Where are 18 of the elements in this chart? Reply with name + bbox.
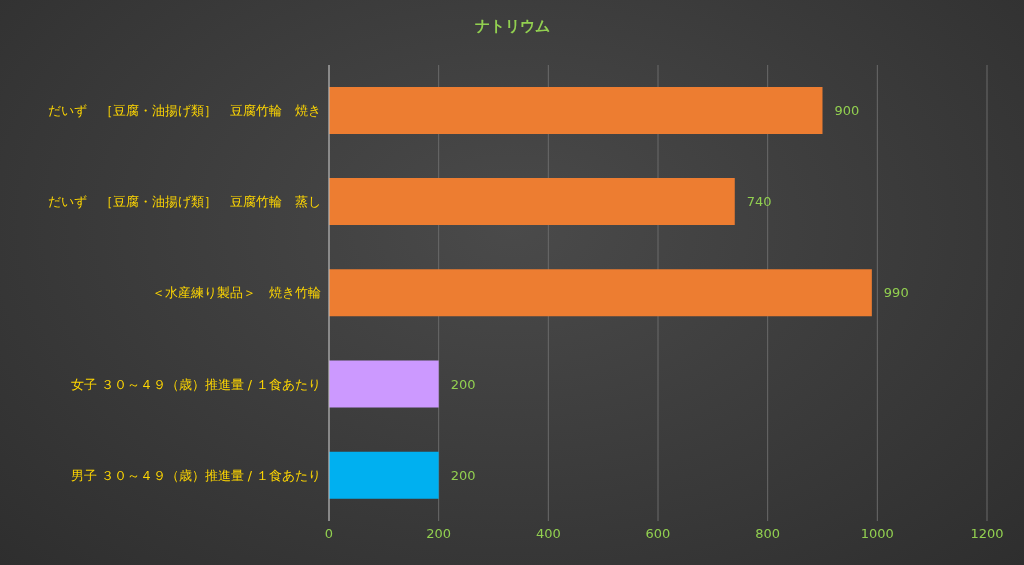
data-label: 200	[450, 376, 476, 392]
x-tick-label: 0	[324, 526, 334, 542]
y-tick-label: だいず ［豆腐・油揚げ類］ 豆腐竹輪 焼き	[48, 103, 321, 119]
x-tick-label: 800	[755, 526, 781, 542]
x-tick-label: 1000	[860, 526, 894, 542]
data-label: 200	[450, 467, 476, 483]
x-tick-label: 400	[535, 526, 561, 542]
y-tick-label: ＜水産練り製品＞ 焼き竹輪	[152, 285, 321, 301]
x-tick-label: 1200	[970, 526, 1004, 542]
chart-title: ナトリウム	[473, 17, 551, 36]
y-tick-label: だいず ［豆腐・油揚げ類］ 豆腐竹輪 蒸し	[48, 194, 321, 210]
data-label: 740	[746, 194, 772, 210]
y-tick-label: 男子 ３０～４９（歳）推進量 / １食あたり	[70, 467, 321, 483]
data-label: 990	[883, 285, 909, 301]
y-tick-label: 女子 ３０～４９（歳）推進量 / １食あたり	[70, 376, 321, 392]
x-tick-label: 200	[426, 526, 452, 542]
x-tick-label: 600	[645, 526, 671, 542]
data-label: 900	[834, 103, 860, 118]
